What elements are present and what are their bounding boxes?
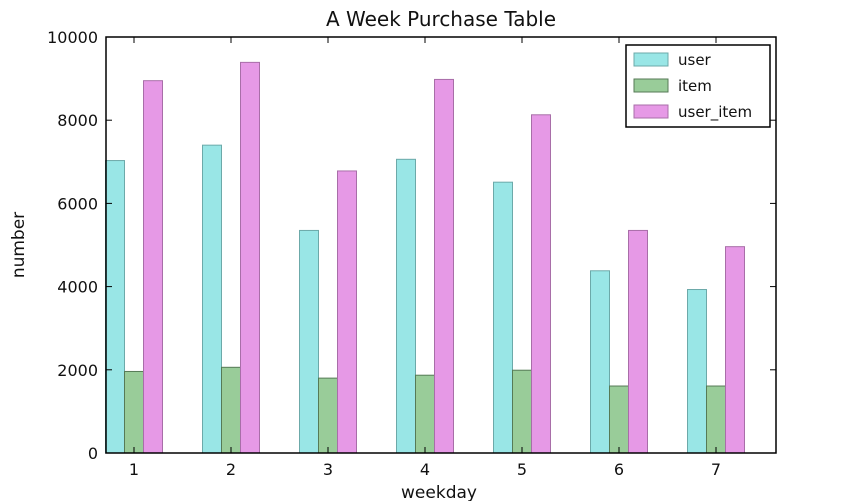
bar-item-5 <box>512 369 532 454</box>
x-tick-label: 6 <box>614 460 624 479</box>
bar-user-4 <box>396 158 416 454</box>
bar-user-6 <box>590 270 610 454</box>
legend-label-user: user <box>678 51 712 69</box>
x-tick-label: 3 <box>323 460 333 479</box>
bar-user-item-3 <box>337 170 357 454</box>
bar-item-6 <box>609 385 629 454</box>
legend-label-user-item: user_item <box>678 103 752 122</box>
bar-user-item-1 <box>143 80 163 454</box>
bar-user-1 <box>105 160 125 454</box>
y-tick-label: 4000 <box>57 278 98 297</box>
bar-item-3 <box>318 377 338 454</box>
bar-item-2 <box>221 366 241 454</box>
bar-user-3 <box>299 229 319 454</box>
bar-user-item-6 <box>628 229 648 454</box>
y-tick-label: 2000 <box>57 361 98 380</box>
y-tick-label: 10000 <box>47 28 98 47</box>
x-tick-label: 1 <box>129 460 139 479</box>
y-tick-label: 8000 <box>57 111 98 130</box>
legend-label-item: item <box>678 77 712 95</box>
bar-item-7 <box>706 385 726 454</box>
x-tick-label: 7 <box>711 460 721 479</box>
x-tick-label: 2 <box>226 460 236 479</box>
bar-user-7 <box>687 289 707 454</box>
x-tick-label: 5 <box>517 460 527 479</box>
x-tick-label: 4 <box>420 460 430 479</box>
chart-title: A Week Purchase Table <box>326 7 556 31</box>
plot-frame <box>105 36 777 454</box>
bar-item-1 <box>124 370 144 454</box>
legend: user item user_item <box>625 44 771 128</box>
legend-swatch-user-item <box>633 104 669 119</box>
bar-user-item-5 <box>531 114 551 454</box>
bar-user-2 <box>202 144 222 454</box>
bar-user-item-4 <box>434 78 454 454</box>
legend-swatch-user <box>633 52 669 67</box>
legend-swatch-item <box>633 78 669 93</box>
bar-user-item-7 <box>725 246 745 454</box>
x-axis-label: weekday <box>401 483 477 501</box>
plot-area: 0 2000 4000 6000 8000 10000 1 2 3 4 5 6 7 <box>47 28 777 479</box>
bar-user-5 <box>493 181 513 454</box>
y-tick-label: 0 <box>88 444 98 463</box>
bar-user-item-2 <box>240 61 260 454</box>
y-tick-label: 6000 <box>57 194 98 213</box>
bar-item-4 <box>415 374 435 454</box>
y-axis-label: number <box>9 212 29 278</box>
